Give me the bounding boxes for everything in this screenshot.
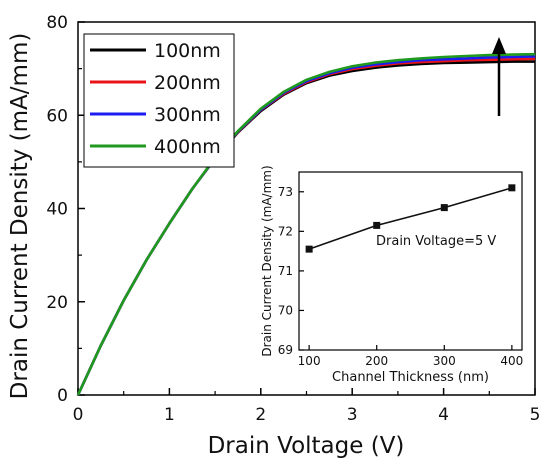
main-series-lines <box>76 52 536 396</box>
inset-x-tick-label: 400 <box>500 354 523 368</box>
legend-label-400nm: 400nm <box>154 136 221 158</box>
y-tick-label: 20 <box>46 293 68 313</box>
legend-label-200nm: 200nm <box>154 72 221 94</box>
legend-label-100nm: 100nm <box>154 40 221 62</box>
x-tick-label: 0 <box>73 405 84 425</box>
legend: 100nm 200nm 300nm 400nm <box>83 33 235 168</box>
main-x-ticks: 0 1 2 3 4 5 <box>73 388 541 425</box>
inset-y-tick-label: 69 <box>278 343 293 357</box>
y-tick-label: 60 <box>46 106 68 126</box>
inset-y-tick-label: 71 <box>278 264 293 278</box>
inset-data-point <box>440 204 448 212</box>
inset-annotation: Drain Voltage=5 V <box>376 234 496 249</box>
x-tick-label: 1 <box>164 405 175 425</box>
inset-x-tick-label: 200 <box>365 354 388 368</box>
inset-y-tick-label: 72 <box>278 224 293 238</box>
y-tick-label: 80 <box>46 13 68 33</box>
inset-y-tick-label: 70 <box>278 303 293 317</box>
inset-x-tick-label: 100 <box>298 354 321 368</box>
y-tick-label: 40 <box>46 200 68 220</box>
y-axis-title: Drain Current Density (mA/mm) <box>7 33 33 400</box>
series-line-400nm <box>76 52 536 396</box>
x-tick-label: 2 <box>255 405 266 425</box>
inset-x-tick-label: 300 <box>433 354 456 368</box>
inset-series-line <box>308 187 513 250</box>
x-axis-title: Drain Voltage (V) <box>208 433 405 459</box>
inset-data-point <box>305 245 313 253</box>
inset-data-point <box>508 184 516 192</box>
x-tick-label: 4 <box>438 405 449 425</box>
inset-y-axis-title: Drain Current Density (mA/mm) <box>260 165 274 356</box>
inset-plot-border <box>298 171 523 351</box>
x-tick-label: 5 <box>530 405 541 425</box>
inset-data-point <box>373 221 381 229</box>
x-tick-label: 3 <box>347 405 358 425</box>
legend-label-300nm: 300nm <box>154 104 221 126</box>
main-y-ticks: 0 20 40 60 80 <box>46 13 85 406</box>
inset-chart: 100 200 300 400 69 70 71 72 73 Drain Voltage=5 V C… <box>258 157 532 387</box>
y-tick-label: 0 <box>57 386 68 406</box>
inset-y-tick-label: 73 <box>278 185 293 199</box>
increase-arrow <box>492 37 506 116</box>
inset-x-axis-title: Channel Thickness (nm) <box>332 370 489 385</box>
